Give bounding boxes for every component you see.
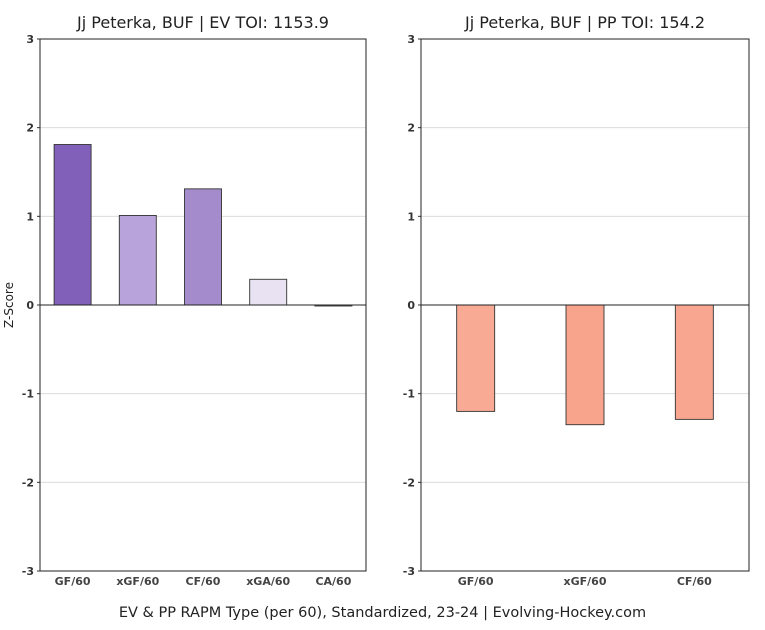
bar (456, 304, 496, 412)
chart-title: Jj Peterka, BUF | PP TOI: 154.2 (464, 13, 705, 32)
y-tick-label: 1 (407, 210, 415, 223)
x-tick-label: xGA/60 (246, 575, 290, 588)
x-tick-label: GF/60 (458, 575, 494, 588)
x-tick-label: CF/60 (677, 575, 712, 588)
y-tick-label: -1 (403, 388, 415, 401)
figure-caption: EV & PP RAPM Type (per 60), Standardized… (118, 605, 647, 621)
chart-title: Jj Peterka, BUF | EV TOI: 1153.9 (76, 13, 329, 32)
y-tick-label: 3 (407, 33, 415, 46)
y-tick-label: 3 (26, 33, 34, 46)
y-tick-label: 1 (26, 210, 34, 223)
x-tick-label: CA/60 (315, 575, 351, 588)
plot-frame (39, 38, 367, 572)
y-tick-label: -1 (22, 388, 34, 401)
y-tick-label: -2 (22, 476, 34, 489)
x-tick-label: GF/60 (55, 575, 91, 588)
bar (118, 214, 157, 306)
bar (184, 188, 222, 306)
bar (249, 278, 288, 306)
y-tick-label: 2 (26, 122, 34, 135)
bar (53, 144, 92, 306)
bar (565, 304, 605, 426)
plot-frame (420, 38, 750, 572)
x-tick-label: xGF/60 (116, 575, 159, 588)
y-tick-label: 2 (407, 122, 415, 135)
y-tick-label: 0 (26, 299, 34, 312)
x-tick-label: CF/60 (186, 575, 221, 588)
y-tick-label: 0 (407, 299, 415, 312)
y-tick-label: -2 (403, 476, 415, 489)
y-tick-label: -3 (22, 565, 34, 578)
x-tick-label: xGF/60 (564, 575, 607, 588)
y-tick-label: -3 (403, 565, 415, 578)
y-axis-label: Z-Score (2, 282, 16, 328)
bar (674, 304, 714, 420)
